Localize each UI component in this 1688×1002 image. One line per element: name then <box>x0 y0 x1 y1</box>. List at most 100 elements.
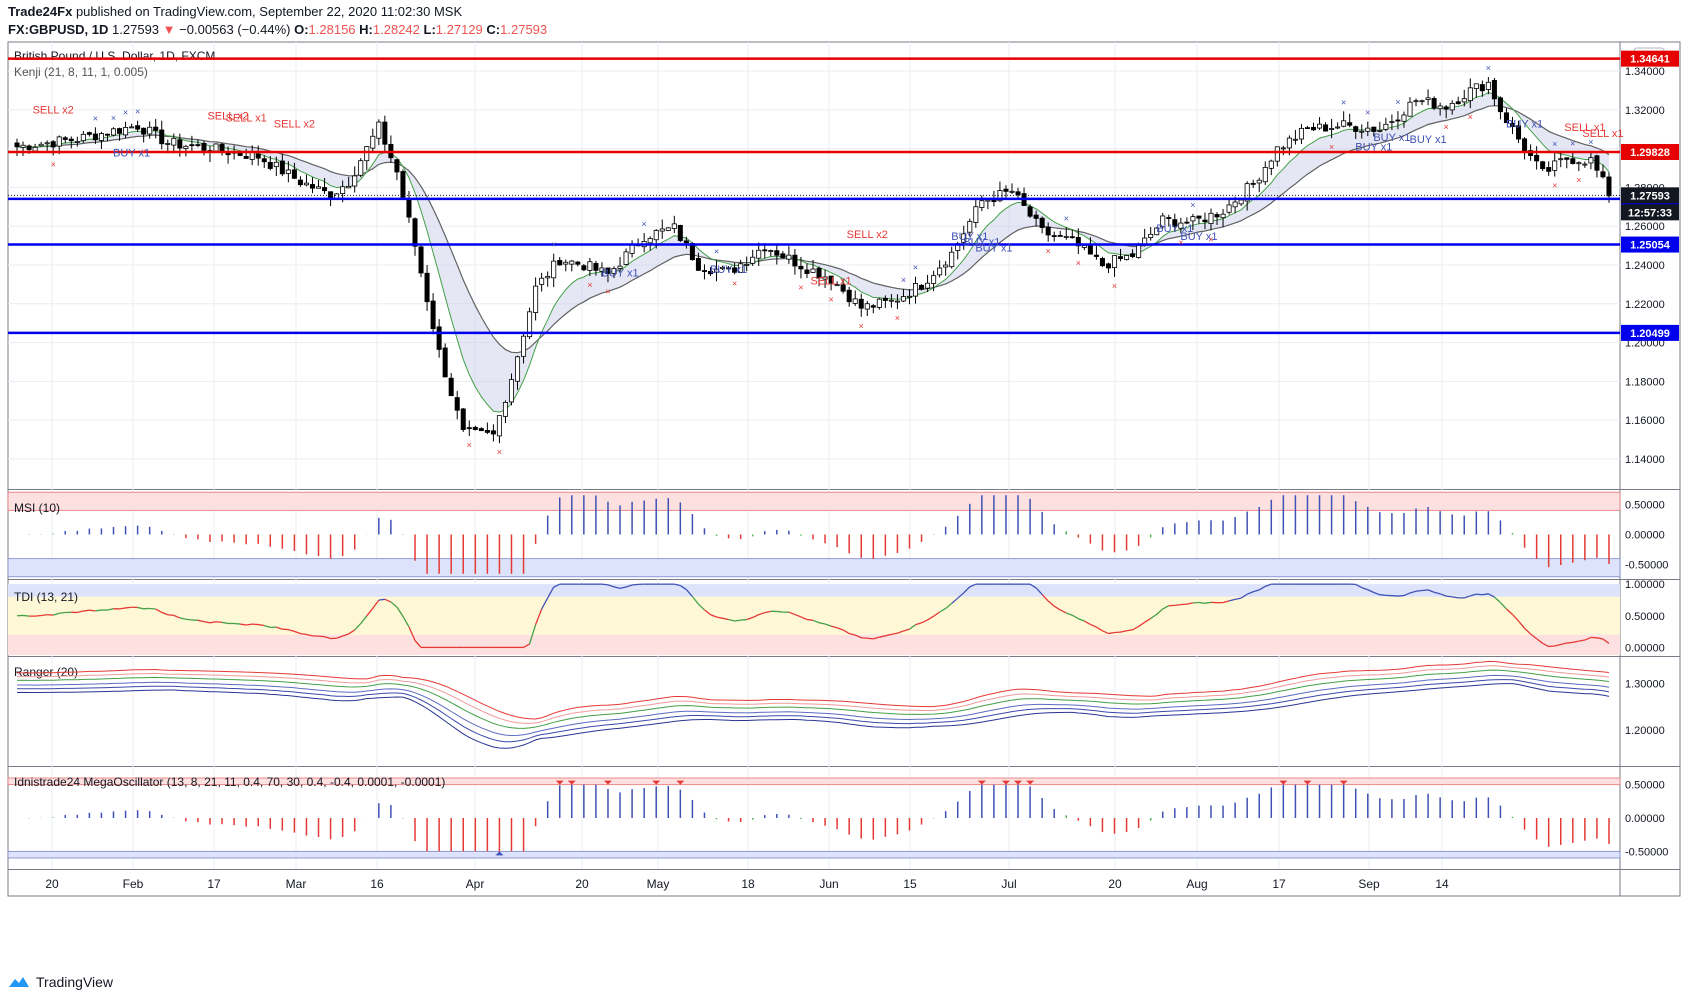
candle-body <box>852 298 858 304</box>
candle-body <box>219 143 225 152</box>
last-price-label: 1.27593 <box>1630 190 1670 202</box>
tdi-line-segment <box>107 608 114 611</box>
published-text: published on TradingView.com, September … <box>75 4 463 19</box>
tdi-line-segment <box>921 619 928 624</box>
candle-body <box>575 261 581 265</box>
tdi-line-segment <box>818 622 826 625</box>
tdi-line-segment <box>764 610 771 614</box>
signal-label-sell: SELL x1 <box>1564 122 1605 134</box>
tdi-line-segment <box>1198 601 1206 604</box>
tdi-line-segment <box>1493 596 1501 604</box>
buy-cross-marker: × <box>642 219 647 229</box>
buy-cross-marker: × <box>901 275 906 285</box>
tdi-line-segment <box>1096 626 1103 632</box>
tdi-line-segment <box>1240 593 1248 599</box>
tdi-line-segment <box>1548 645 1555 648</box>
candle-body <box>683 240 689 244</box>
sell-cross-marker: × <box>1329 142 1334 152</box>
sell-cross-marker: × <box>1444 122 1449 132</box>
candle-body <box>32 146 38 152</box>
tdi-middle-band <box>8 596 1620 635</box>
signal-label-sell: SELL x1 <box>1582 128 1623 140</box>
candle-body <box>876 298 882 308</box>
candle-body <box>1274 146 1280 162</box>
tdi-line-segment <box>547 586 555 599</box>
candle-body <box>358 160 364 176</box>
sell-cross-marker: × <box>859 321 864 331</box>
tdi-line-segment <box>740 618 747 621</box>
tdi-line-segment <box>1029 583 1037 589</box>
sell-cross-marker: × <box>497 447 502 457</box>
tdi-line-segment <box>1234 597 1242 600</box>
candle-body <box>695 258 701 271</box>
tdi-line-segment <box>1452 596 1459 599</box>
candle-body <box>92 133 98 141</box>
time-tick-label: 20 <box>575 877 589 891</box>
symbol[interactable]: FX:GBPUSD, 1D <box>8 22 109 37</box>
high-label: H: <box>359 22 373 37</box>
signal-label-buy: BUY x1 <box>951 231 988 243</box>
tdi-line-segment <box>1542 642 1549 648</box>
tdi-line-segment <box>734 619 741 622</box>
sell-triangle-icon <box>1339 780 1348 785</box>
candle-body <box>647 237 653 244</box>
candle-body <box>1232 201 1238 208</box>
price-tick-label: 1.26000 <box>1625 221 1665 233</box>
candle-body <box>677 225 683 241</box>
candle-body <box>303 182 309 186</box>
candle-body <box>714 268 720 273</box>
tdi-line-segment <box>1530 633 1538 640</box>
tradingview-logo[interactable]: TradingView <box>8 974 113 990</box>
tdi-line-segment <box>613 586 621 590</box>
candle-body <box>1576 162 1582 165</box>
close-value: 1.27593 <box>500 22 548 37</box>
candle-body <box>165 143 171 145</box>
candle-body <box>322 187 328 192</box>
candle-body <box>768 250 774 252</box>
sell-cross-marker: × <box>798 282 803 292</box>
buy-cross-marker: × <box>1395 97 1400 107</box>
tdi-line-segment <box>1433 591 1441 595</box>
tdi-line-segment <box>812 619 820 624</box>
candle-body <box>496 415 502 437</box>
candle-body <box>26 145 32 151</box>
candle-body <box>1009 190 1015 193</box>
tdi-tick-label: 0.00000 <box>1625 642 1665 654</box>
candle-body <box>888 299 894 302</box>
candle-body <box>1473 83 1479 89</box>
tdi-line-segment <box>842 629 850 635</box>
candle-body <box>249 151 255 160</box>
candle-body <box>1268 160 1274 169</box>
price-tick-label: 1.24000 <box>1625 260 1665 272</box>
candle-body <box>906 295 912 298</box>
symbol-line: FX:GBPUSD, 1D 1.27593 ▼ −0.00563 (−0.44%… <box>8 22 547 37</box>
candle-body <box>1087 244 1093 255</box>
candle-body <box>104 133 110 136</box>
tdi-line-segment <box>1536 638 1544 644</box>
tdi-line-segment <box>1162 605 1170 610</box>
candle-body <box>201 142 207 151</box>
tdi-line-segment <box>77 610 84 614</box>
candle-body <box>508 379 515 403</box>
tdi-tick-label: 0.50000 <box>1625 611 1665 623</box>
candle-body <box>1552 160 1558 171</box>
candle-body <box>1298 127 1304 140</box>
tdi-line-segment <box>1403 592 1411 597</box>
candle-body <box>569 260 575 265</box>
candle-body <box>1304 127 1310 129</box>
tdi-line-segment <box>849 632 856 636</box>
tdi-line-segment <box>800 616 808 621</box>
publisher-name[interactable]: Trade24Fx <box>8 4 73 19</box>
signal-label-buy: BUY x1 <box>1410 134 1447 146</box>
mega-tick-label: -0.50000 <box>1625 846 1668 858</box>
tdi-line-segment <box>125 606 132 609</box>
tdi-line-segment <box>306 633 313 637</box>
tdi-line-segment <box>746 616 753 621</box>
mega-lower-band <box>7 850 1621 859</box>
time-tick-label: 20 <box>45 877 59 891</box>
candle-body <box>1564 157 1570 160</box>
candle-body <box>442 347 448 378</box>
candle-body <box>1425 97 1431 100</box>
tdi-line-segment <box>161 611 169 616</box>
